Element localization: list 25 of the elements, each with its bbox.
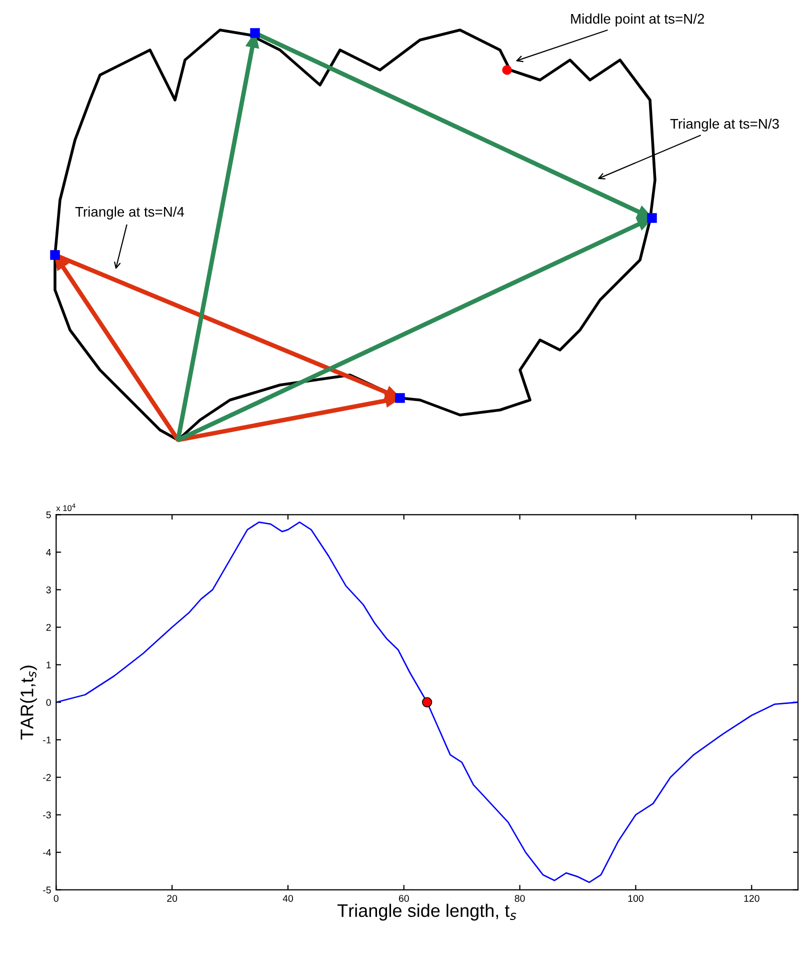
- y-tick-label: 1: [46, 662, 51, 668]
- text: Triangle at ts=N/4: [75, 206, 184, 220]
- y-tick-label: -4: [43, 849, 51, 856]
- text: Middle point at ts=N/2: [571, 14, 704, 26]
- y-tick-label: -2: [43, 774, 51, 781]
- x-tick-label: 0: [54, 894, 58, 902]
- y-axis-title: TAR(1,t$_{s}$): [20, 666, 37, 740]
- x-tick-label: 80: [514, 894, 525, 902]
- x-tick-label: 20: [167, 894, 178, 902]
- y-tick-label: -1: [43, 736, 51, 744]
- y-tick-label: 5: [46, 512, 51, 518]
- x-tick-label: 40: [282, 894, 293, 902]
- y-tick-label: 0: [46, 698, 51, 706]
- text: x 10$^{4}$: [56, 504, 76, 512]
- x-tick-label: 100: [628, 894, 644, 902]
- y-tick-label: 2: [46, 624, 51, 631]
- y-tick-label: -5: [43, 886, 51, 894]
- y-tick-label: 3: [46, 586, 51, 594]
- y-tick-label: -3: [43, 812, 51, 818]
- y-tick-label: 4: [46, 549, 51, 556]
- x-tick-label: 60: [398, 894, 409, 902]
- line-series: [56, 521, 798, 884]
- text: Triangle at ts=N/3: [670, 118, 779, 132]
- x-axis-title: Triangle side length, t$_{s}$: [337, 904, 516, 921]
- x-tick-label: 120: [744, 894, 760, 902]
